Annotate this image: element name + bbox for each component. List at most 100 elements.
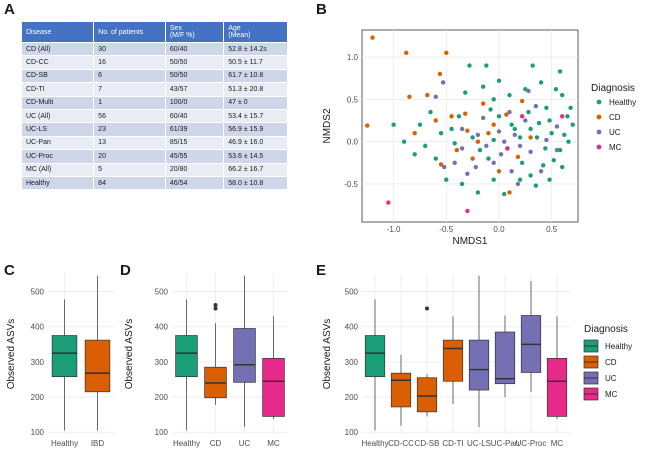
table-cell: 5: [93, 162, 166, 177]
scatter-point-healthy: [534, 135, 540, 140]
y-tick-label: 0.0: [347, 138, 359, 147]
panel-label-e: E: [316, 262, 327, 279]
table-cell: 20: [93, 149, 166, 164]
scatter-point-cd: [496, 169, 502, 174]
scatter-point-cd: [444, 50, 449, 56]
table-cell: CD-CC: [22, 55, 95, 70]
table-row: CD-TI 7 43/57 51.3 ± 20.8: [22, 82, 288, 97]
scatter-point-uc: [554, 124, 560, 129]
scatter-point-cd: [528, 135, 533, 140]
x-tick-label: CD: [210, 439, 222, 448]
y-tick-label: -0.5: [344, 180, 358, 189]
scatter-point-cd: [470, 156, 475, 161]
scatter-point-healthy: [547, 118, 552, 123]
y-tick-label: 1.0: [347, 53, 359, 62]
legend-label: Healthy: [609, 98, 636, 107]
x-tick-label: CD-TI: [442, 439, 463, 448]
table-row: UC (All) 56 60/40 53.4 ± 15.7: [22, 108, 288, 123]
scatter-point-cd: [404, 50, 409, 56]
table-cell: 16: [93, 55, 166, 70]
x-tick-label: Healthy: [173, 439, 200, 448]
scatter-point-uc: [512, 132, 517, 138]
table-cell: 66.2 ± 16.7: [223, 162, 288, 177]
legend-label: UC: [609, 128, 621, 137]
table-cell: 52.8 ± 14.2s: [223, 41, 288, 56]
table-cell: 56.9 ± 15.9: [223, 122, 288, 137]
panel-label-a: A: [4, 1, 15, 18]
header-age: Age (Mean): [223, 22, 288, 43]
scatter-point-healthy: [551, 158, 556, 163]
scatter-point-uc: [480, 115, 486, 121]
table-cell: MC (All): [22, 162, 95, 177]
legend-title: Diagnosis: [584, 324, 628, 335]
scatter-point-mc: [559, 114, 565, 119]
table-cell: 53.6 ± 14.5: [223, 149, 288, 164]
box-cd-ti: [442, 339, 464, 382]
box-uc: [233, 328, 256, 383]
scatter-point-healthy: [528, 173, 533, 178]
scatter-point-healthy: [536, 120, 542, 126]
scatter-point-healthy: [401, 139, 407, 144]
legend-marker-cd: [596, 114, 602, 120]
scatter-point-cd: [480, 101, 486, 106]
panel-label-d: D: [120, 262, 131, 279]
scatter-point-healthy: [547, 177, 552, 182]
x-tick-label: UC-Pan: [491, 439, 519, 448]
scatter-point-healthy: [491, 97, 496, 102]
scatter-point-healthy: [496, 78, 502, 83]
scatter-point-healthy: [486, 156, 491, 161]
scatter-point-uc: [509, 169, 514, 174]
scatter-point-uc: [459, 146, 465, 151]
table-row: UC-Proc 20 45/55 53.6 ± 14.5: [22, 149, 288, 164]
scatter-point-uc: [533, 103, 539, 109]
table-cell: CD-Multi: [22, 95, 95, 110]
scatter-point-uc: [554, 147, 560, 153]
scatter-point-healthy: [512, 126, 517, 132]
y-tick-label: 500: [155, 288, 169, 297]
y-tick-label: 300: [345, 358, 359, 367]
scatter-point-healthy: [557, 147, 563, 153]
box-uc-ls: [468, 339, 490, 391]
scatter-point-healthy: [570, 122, 575, 127]
table-row: CD (All) 30 60/40 52.8 ± 14.2s: [22, 41, 288, 56]
scatter-point-healthy: [456, 114, 462, 119]
x-tick-label: 0.0: [493, 225, 505, 234]
scatter-point-healthy: [480, 84, 486, 89]
table-row: UC-Pan 13 85/15 46.9 ± 16.0: [22, 135, 288, 150]
scatter-point-healthy: [565, 114, 570, 119]
scatter-point-uc: [517, 143, 523, 149]
scatter-point-healthy: [530, 63, 535, 68]
scatter-point-cd: [438, 162, 444, 167]
x-axis-label: NMDS1: [452, 236, 487, 247]
scatter-point-healthy: [423, 143, 428, 149]
scatter-point-healthy: [452, 141, 457, 146]
header-disease: Disease: [22, 22, 95, 43]
nmds-scatter-chart: -1.0 -0.5 0.0 0.5 -0.5 0.0 0.5 1.0 NMDS1 NMDS2 Dia…: [322, 29, 636, 247]
legend-marker-uc: [596, 129, 602, 135]
box-mc: [262, 358, 285, 417]
table-cell: 50.5 ± 11.7: [223, 55, 288, 70]
scatter-point-healthy: [477, 147, 483, 153]
table-cell: 1: [93, 95, 166, 110]
scatter-point-healthy: [496, 114, 502, 119]
y-axis-label: Observed ASVs: [322, 319, 333, 390]
scatter-point-healthy: [559, 92, 565, 98]
scatter-point-healthy: [559, 164, 565, 170]
table-cell: 6: [93, 68, 166, 83]
table-cell: 13: [93, 135, 166, 150]
scatter-point-uc: [502, 139, 507, 144]
scatter-point-healthy: [523, 87, 528, 92]
scatter-point-healthy: [491, 137, 496, 143]
scatter-point-cd: [515, 154, 521, 160]
scatter-point-healthy: [538, 80, 544, 85]
box-cd-sb: [416, 377, 438, 413]
legend-label: MC: [609, 143, 622, 152]
scatter-point-uc: [523, 118, 528, 123]
table-cell: 51.3 ± 20.8: [223, 82, 288, 97]
box-uc-pan: [494, 331, 516, 385]
panel-label-b: B: [316, 1, 327, 18]
scatter-point-healthy: [428, 109, 433, 115]
scatter-point-cd: [486, 130, 491, 136]
scatter-point-cd: [465, 128, 470, 133]
scatter-point-uc: [538, 169, 544, 174]
